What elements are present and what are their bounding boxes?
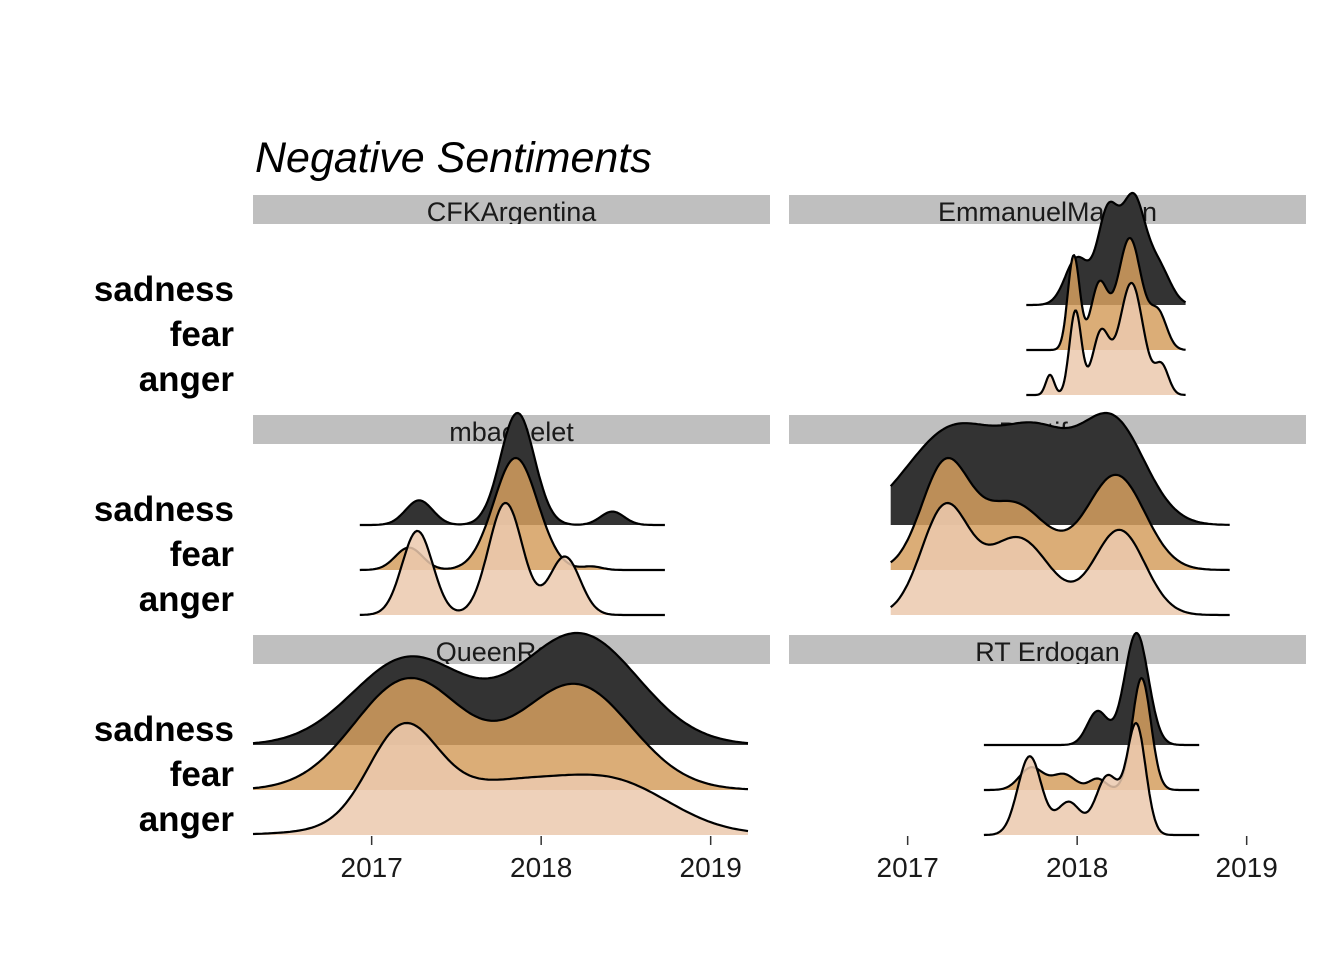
- y-label-anger: anger: [139, 580, 235, 619]
- y-label-sadness: sadness: [94, 270, 234, 309]
- ridge-line-sadness: [889, 411, 1230, 526]
- facet-EmmanuelMacron: EmmanuelMacron: [789, 191, 1306, 397]
- x-tick-label: 2018: [510, 852, 572, 883]
- ridge-area-anger: [890, 503, 1230, 615]
- facet-CFKArgentina: CFKArgentina sadness fear anger: [94, 195, 770, 399]
- facet-mbachelet: mbacheletsadnessfearanger: [94, 411, 770, 619]
- facet-RT_Erdogan: RT Erdogan 2017 2018 2019: [789, 631, 1306, 883]
- ridge-line-anger: [359, 501, 665, 617]
- ridge-line-sadness: [252, 631, 749, 745]
- ridge-area-anger: [253, 723, 748, 835]
- y-label-sadness: sadness: [94, 710, 234, 749]
- facet-Pontifex: Pontifex: [789, 411, 1306, 617]
- ridge-line-anger: [1026, 281, 1186, 397]
- ridge-line-sadness: [1026, 191, 1187, 307]
- ridge-line-fear: [1026, 236, 1186, 352]
- ridge-line-sadness: [983, 631, 1200, 747]
- x-tick-label: 2019: [1216, 852, 1278, 883]
- ridge-line-fear: [252, 676, 749, 791]
- ridge-line-sadness: [359, 411, 665, 527]
- x-tick-label: 2018: [1046, 852, 1108, 883]
- facet-strip: [789, 195, 1306, 224]
- ridge-line-fear: [890, 456, 1230, 572]
- facet-strip-label: RT Erdogan: [975, 637, 1120, 667]
- ridge-line-anger: [890, 501, 1230, 617]
- facet-strip-label: CFKArgentina: [427, 197, 598, 227]
- ridge-area-fear: [1026, 238, 1186, 350]
- ridge-area-anger: [983, 723, 1200, 835]
- facet-panels: CFKArgentina sadness fear anger EmmanuelMacr…: [94, 191, 1306, 883]
- x-tick-label: 2017: [877, 852, 939, 883]
- y-label-anger: anger: [139, 360, 235, 399]
- facet-strip: [789, 635, 1306, 664]
- y-label-sadness: sadness: [94, 490, 234, 529]
- y-label-fear: fear: [170, 755, 235, 794]
- ridge-area-anger: [359, 503, 665, 615]
- x-tick-label: 2017: [341, 852, 403, 883]
- ridge-line-anger: [983, 721, 1200, 837]
- facet-strip: [253, 195, 770, 224]
- x-tick-label: 2019: [680, 852, 742, 883]
- chart-title: Negative Sentiments: [255, 134, 652, 182]
- y-label-anger: anger: [139, 800, 235, 839]
- y-label-fear: fear: [170, 315, 235, 354]
- ridge-line-anger: [252, 721, 749, 836]
- facet-strip: [253, 635, 770, 664]
- ridge-area-anger: [1026, 283, 1186, 395]
- y-label-fear: fear: [170, 535, 235, 574]
